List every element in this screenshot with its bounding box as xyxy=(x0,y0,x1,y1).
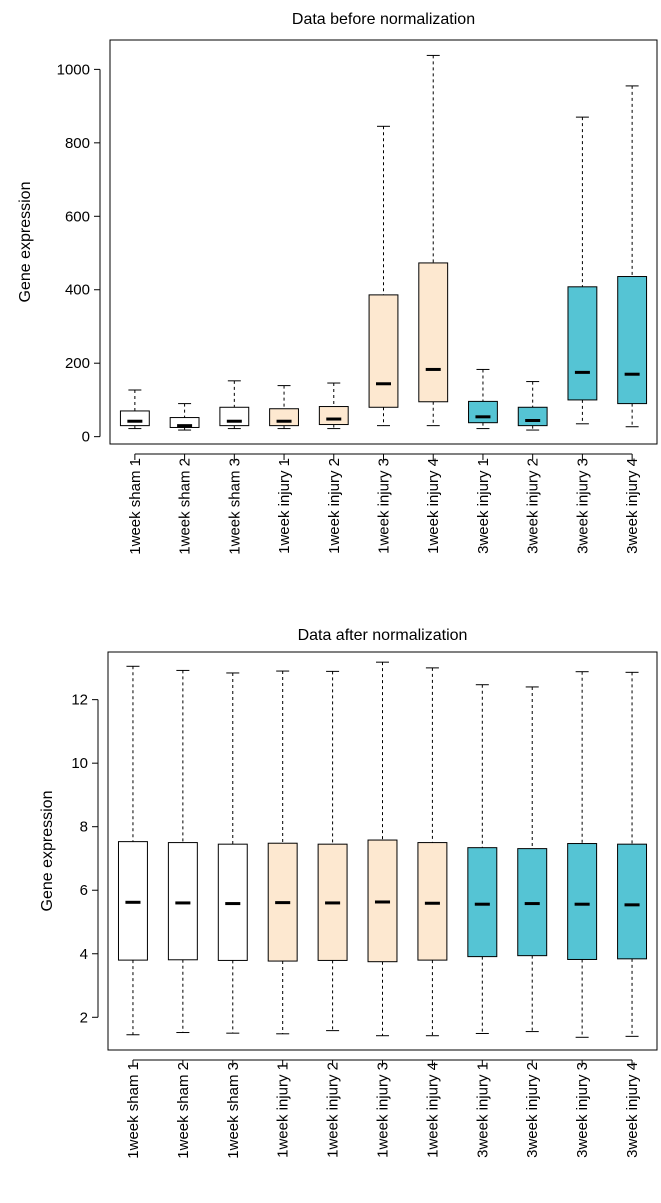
box-body xyxy=(119,410,150,427)
y-axis-label: Gene expression xyxy=(17,182,34,303)
x-tick-label: 1week injury 3 xyxy=(375,1062,392,1158)
x-tick-label: 1week injury 2 xyxy=(325,1062,342,1158)
x-tick-label: 1week sham 1 xyxy=(125,1062,142,1159)
box-body xyxy=(617,843,648,960)
y-tick-label: 0 xyxy=(82,429,90,446)
box-body xyxy=(318,406,349,426)
box-body xyxy=(269,408,299,427)
x-tick-label: 3week injury 3 xyxy=(574,1062,591,1158)
box-9 xyxy=(517,686,548,1033)
box-body xyxy=(417,842,448,961)
x-tick-label: 3week injury 4 xyxy=(624,458,641,554)
x-tick-label: 1week injury 3 xyxy=(376,458,393,554)
box-body xyxy=(167,842,198,961)
x-tick-label: 1week sham 1 xyxy=(127,458,144,555)
x-tick-label: 3week injury 3 xyxy=(574,458,591,554)
x-tick-label: 1week sham 2 xyxy=(175,1062,192,1159)
y-tick-label: 400 xyxy=(65,282,90,299)
y-tick-label: 1000 xyxy=(57,61,90,78)
box-body xyxy=(467,847,498,958)
chart-after-normalization: Data after normalization Gene expression 2… xyxy=(39,627,658,1159)
y-axis-label: Gene expression xyxy=(39,791,56,912)
box-8 xyxy=(467,684,498,1034)
y-tick-label: 200 xyxy=(65,355,90,372)
box-6 xyxy=(368,125,399,427)
box-body xyxy=(517,406,548,427)
box-body xyxy=(219,406,250,427)
x-tick-label: 1week injury 4 xyxy=(424,1062,441,1158)
x-tick-label: 3week injury 2 xyxy=(525,458,542,554)
x-tick-label: 3week injury 4 xyxy=(624,1062,641,1158)
x-tick-label: 1week injury 1 xyxy=(276,458,293,554)
box-body xyxy=(317,843,348,961)
x-tick-label: 1week injury 4 xyxy=(425,458,442,554)
chart-title: Data after normalization xyxy=(298,627,468,644)
x-tick-label: 3week injury 2 xyxy=(524,1062,541,1158)
box-7 xyxy=(418,54,449,427)
box-10 xyxy=(567,671,598,1038)
y-tick-label: 12 xyxy=(71,692,88,709)
y-tick-label: 6 xyxy=(80,882,88,899)
box-7 xyxy=(417,667,448,1037)
box-1 xyxy=(117,665,148,1036)
x-tick-label: 1week sham 3 xyxy=(226,458,243,555)
x-tick-label: 1week injury 2 xyxy=(326,458,343,554)
x-tick-label: 1week sham 3 xyxy=(225,1062,242,1159)
x-tick-label: 1week sham 2 xyxy=(177,458,194,555)
box-5 xyxy=(317,670,348,1032)
plot-frame xyxy=(109,39,658,445)
box-5 xyxy=(318,382,349,430)
y-tick-label: 2 xyxy=(80,1009,88,1026)
box-11 xyxy=(617,85,648,428)
box-10 xyxy=(567,116,598,425)
y-tick-label: 10 xyxy=(71,755,88,772)
box-body xyxy=(617,276,648,405)
x-tick-label: 3week injury 1 xyxy=(474,1062,491,1158)
box-body xyxy=(368,294,399,408)
x-tick-label: 3week injury 1 xyxy=(475,458,492,554)
y-tick-label: 4 xyxy=(80,946,88,963)
box-4 xyxy=(267,670,298,1035)
chart-title: Data before normalization xyxy=(292,11,475,28)
box-body xyxy=(169,417,200,428)
box-9 xyxy=(517,381,548,431)
box-8 xyxy=(468,368,498,430)
box-body xyxy=(468,400,498,424)
box-2 xyxy=(167,669,198,1034)
x-tick-label: 1week injury 1 xyxy=(275,1062,292,1158)
box-3 xyxy=(219,380,250,430)
box-11 xyxy=(617,671,648,1037)
box-body xyxy=(418,262,449,403)
plot-frame xyxy=(107,651,658,1051)
box-1 xyxy=(119,389,150,430)
box-2 xyxy=(169,403,200,431)
box-4 xyxy=(269,385,299,430)
box-body xyxy=(567,286,598,401)
y-tick-label: 8 xyxy=(80,819,88,836)
y-tick-label: 800 xyxy=(65,135,90,152)
box-body xyxy=(567,843,598,960)
chart-before-normalization: Data before normalization Gene expression… xyxy=(17,11,658,555)
box-3 xyxy=(217,672,248,1034)
y-tick-label: 600 xyxy=(65,208,90,225)
box-6 xyxy=(367,661,398,1037)
